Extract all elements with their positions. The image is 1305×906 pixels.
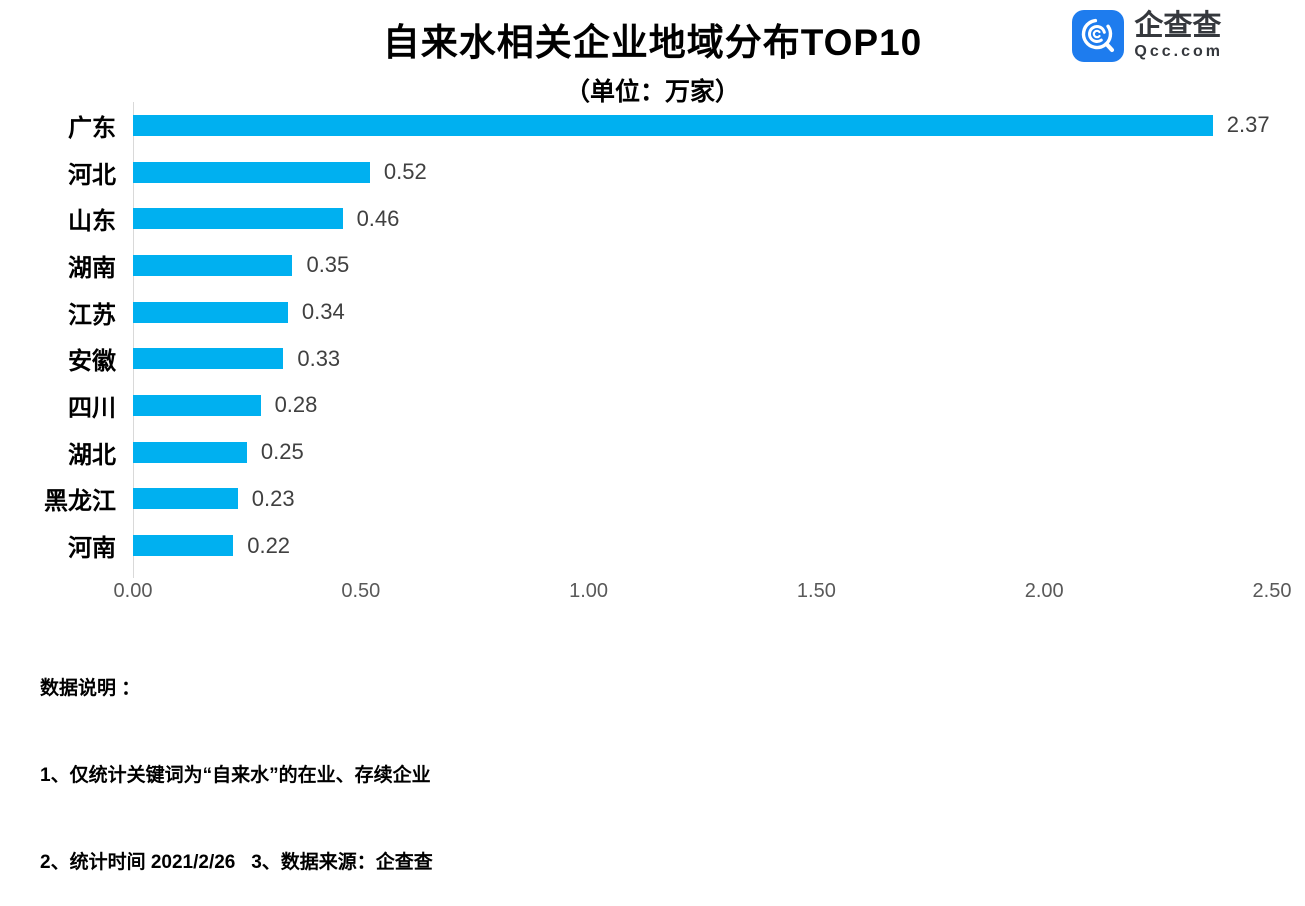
x-tick-label: 2.50 bbox=[1252, 579, 1292, 602]
bar-row: 河南 0.22 bbox=[0, 522, 1305, 569]
category-label: 湖南 bbox=[68, 254, 116, 282]
category-label: 湖北 bbox=[68, 441, 116, 469]
x-tick-label: 1.00 bbox=[569, 579, 609, 602]
value-label: 2.37 bbox=[1226, 112, 1270, 138]
category-label: 安徽 bbox=[68, 348, 116, 376]
logo-domain: Qcc.com bbox=[1134, 43, 1223, 61]
header: 自来水相关企业地域分布TOP10 （单位：万家） 企查查 Qcc.com bbox=[0, 0, 1305, 106]
value-label: 0.28 bbox=[274, 392, 318, 418]
logo-name: 企查查 bbox=[1134, 9, 1222, 42]
qcc-magnifier-icon bbox=[1072, 10, 1125, 62]
bar-track: 0.28 bbox=[133, 392, 1272, 418]
bar-row: 河北 0.52 bbox=[0, 149, 1305, 196]
x-tick-label: 2.00 bbox=[1024, 579, 1064, 602]
data-notes-heading: 数据说明 ： bbox=[40, 677, 141, 699]
category-label: 河北 bbox=[68, 161, 116, 189]
y-axis-line bbox=[133, 102, 134, 578]
category-label: 河南 bbox=[68, 535, 116, 563]
bar-track: 0.33 bbox=[133, 346, 1272, 372]
value-label: 0.34 bbox=[301, 299, 345, 325]
bar bbox=[133, 208, 343, 230]
bar-row: 山东 0.46 bbox=[0, 195, 1305, 242]
bar bbox=[133, 488, 238, 510]
bar-chart: 广东 2.37 河北 0.52 山东 0.46 湖南 0.35 江苏 0.34 安徽 0.33 四川 0.… bbox=[0, 102, 1305, 608]
data-notes-line1: 1、仅统计关键词为“自来水”的在业、存续企业 bbox=[40, 764, 431, 786]
category-label: 江苏 bbox=[68, 301, 116, 329]
value-label: 0.33 bbox=[297, 345, 341, 371]
value-label: 0.46 bbox=[356, 205, 400, 231]
x-axis: 0.00 0.50 1.00 1.50 2.00 2.50 bbox=[114, 578, 1292, 608]
value-label: 0.35 bbox=[306, 252, 350, 278]
bar-track: 0.35 bbox=[133, 252, 1272, 278]
value-label: 0.52 bbox=[383, 159, 427, 185]
bar bbox=[133, 161, 370, 183]
bar-row: 湖南 0.35 bbox=[0, 242, 1305, 289]
bar-track: 0.46 bbox=[133, 206, 1272, 232]
bar-row: 黑龙江 0.23 bbox=[0, 476, 1305, 523]
bar-track: 0.25 bbox=[133, 439, 1272, 465]
bar bbox=[133, 348, 284, 370]
bar-track: 0.22 bbox=[133, 533, 1272, 559]
bar-track: 0.34 bbox=[133, 299, 1272, 325]
category-label: 四川 bbox=[68, 394, 116, 422]
chart-unit-subtitle: （单位：万家） bbox=[564, 78, 740, 106]
category-label: 山东 bbox=[68, 208, 116, 236]
bar bbox=[133, 301, 288, 323]
qcc-logo: 企查查 Qcc.com bbox=[1072, 10, 1223, 62]
category-label: 黑龙江 bbox=[44, 488, 116, 516]
bar bbox=[133, 114, 1213, 136]
x-tick-label: 0.50 bbox=[341, 579, 381, 602]
bar bbox=[133, 441, 247, 463]
x-tick-label: 0.00 bbox=[113, 579, 153, 602]
x-tick-label: 1.50 bbox=[796, 579, 836, 602]
bar-track: 0.23 bbox=[133, 486, 1272, 512]
logo-text-block: 企查查 Qcc.com bbox=[1134, 9, 1223, 61]
category-label: 广东 bbox=[68, 114, 116, 142]
bar-row: 广东 2.37 bbox=[0, 102, 1305, 149]
bar bbox=[133, 394, 261, 416]
bar-track: 0.52 bbox=[133, 159, 1272, 185]
bar-row: 江苏 0.34 bbox=[0, 289, 1305, 336]
data-notes-line2: 2、统计时间 2021/2/26 3、数据来源：企查查 bbox=[40, 851, 433, 873]
bar-track: 2.37 bbox=[133, 112, 1272, 138]
bar bbox=[133, 254, 293, 276]
page-title: 自来水相关企业地域分布TOP10 bbox=[382, 22, 923, 63]
data-notes: 数据说明 ： 1、仅统计关键词为“自来水”的在业、存续企业 2、统计时间 202… bbox=[40, 616, 1305, 906]
bar-row: 安徽 0.33 bbox=[0, 335, 1305, 382]
bar-row: 四川 0.28 bbox=[0, 382, 1305, 429]
value-label: 0.23 bbox=[251, 485, 295, 511]
bar-row: 湖北 0.25 bbox=[0, 429, 1305, 476]
bar bbox=[133, 535, 234, 557]
value-label: 0.25 bbox=[260, 439, 304, 465]
value-label: 0.22 bbox=[247, 532, 291, 558]
bar-rows: 广东 2.37 河北 0.52 山东 0.46 湖南 0.35 江苏 0.34 安徽 0.33 四川 0.… bbox=[0, 102, 1305, 578]
